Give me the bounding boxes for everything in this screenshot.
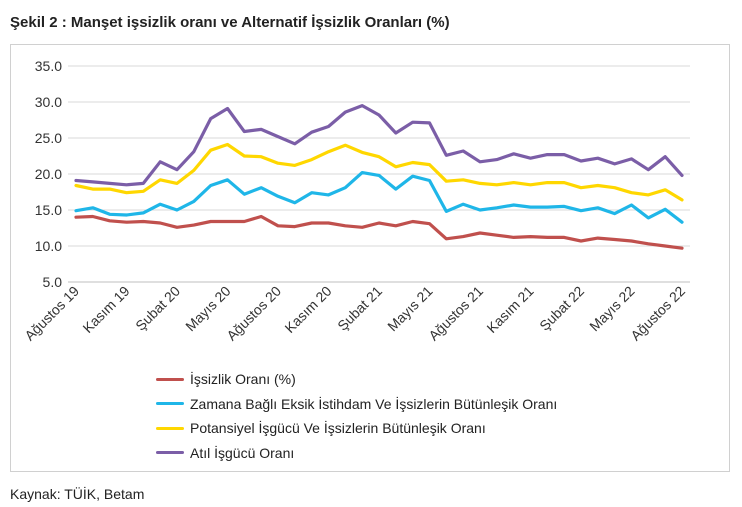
legend-swatch: [156, 377, 184, 381]
y-tick-label: 5.0: [43, 274, 63, 290]
x-tick-label: Ağustos 21: [425, 283, 486, 344]
x-tick-label: Mayıs 22: [586, 283, 638, 335]
x-tick-label: Mayıs 21: [384, 283, 436, 335]
x-tick-label: Ağustos 22: [627, 283, 688, 344]
y-tick-label: 20.0: [35, 166, 62, 182]
chart-frame: [10, 44, 730, 472]
y-tick-label: 30.0: [35, 94, 62, 110]
legend-label: İşsizlik Oranı (%): [190, 371, 296, 388]
x-tick-label: Kasım 21: [483, 283, 536, 336]
legend-swatch: [156, 426, 184, 430]
x-tick-label: Şubat 20: [132, 283, 183, 334]
x-tick-label: Kasım 19: [79, 283, 132, 336]
x-tick-label: Şubat 22: [536, 283, 587, 334]
series-line-3: [74, 103, 684, 187]
x-tick-label: Mayıs 20: [182, 283, 234, 335]
series-line-2: [74, 142, 684, 202]
legend-item: İşsizlik Oranı (%): [156, 367, 557, 392]
legend-item: Atıl İşgücü Oranı: [156, 441, 557, 466]
y-tick-label: 15.0: [35, 202, 62, 218]
x-tick-label: Ağustos 20: [223, 283, 284, 344]
legend-label: Zamana Bağlı Eksik İstihdam Ve İşsizleri…: [190, 395, 558, 412]
legend-label: Potansiyel İşgücü Ve İşsizlerin Bütünleş…: [190, 420, 486, 437]
x-tick-label: Kasım 20: [281, 283, 334, 336]
chart-title: Şekil 2 : Manşet işsizlik oranı ve Alter…: [10, 14, 450, 31]
series-line-0: [74, 214, 684, 250]
y-tick-label: 25.0: [35, 130, 62, 146]
legend-label: Atıl İşgücü Oranı: [190, 444, 295, 461]
source-note: Kaynak: TÜİK, Betam: [10, 486, 145, 502]
x-tick-label: Ağustos 19: [21, 283, 82, 344]
y-tick-label: 35.0: [35, 58, 62, 74]
legend-item: Potansiyel İşgücü Ve İşsizlerin Bütünleş…: [156, 416, 557, 441]
series-line-1: [74, 171, 684, 224]
legend-item: Zamana Bağlı Eksik İstihdam Ve İşsizleri…: [156, 392, 557, 417]
chart-legend: İşsizlik Oranı (%) Zamana Bağlı Eksik İst…: [156, 367, 557, 465]
legend-swatch: [156, 451, 184, 455]
legend-swatch: [156, 402, 184, 406]
x-tick-label: Şubat 21: [334, 283, 385, 334]
y-tick-label: 10.0: [35, 238, 62, 254]
